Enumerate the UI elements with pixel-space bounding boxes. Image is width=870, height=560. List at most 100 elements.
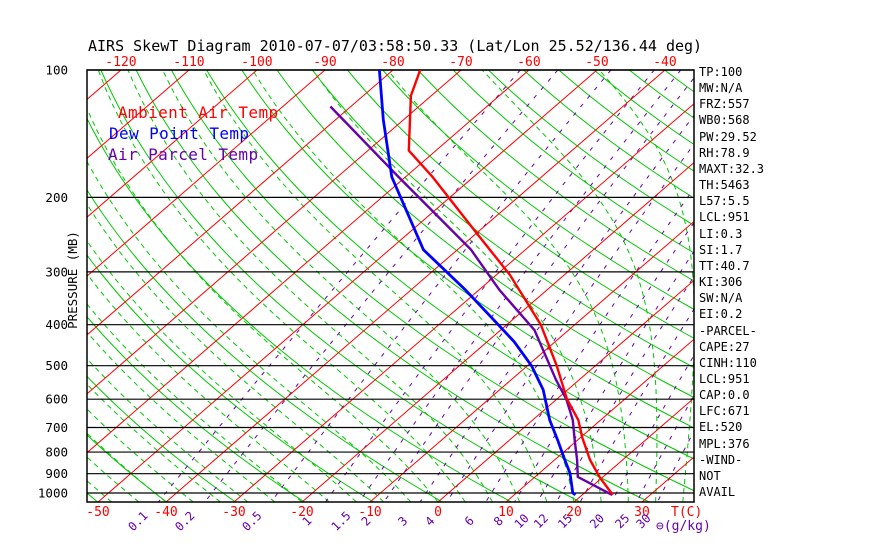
dry-adiabat-line: [87, 254, 374, 502]
panel-line: LI:0.3: [699, 226, 743, 241]
panel-line: L57:5.5: [699, 194, 750, 209]
panel-line: CAP:0.0: [699, 388, 750, 403]
isotherm-line: [87, 70, 190, 159]
isotherm-line: [437, 279, 694, 502]
mixing-ratio-line: [325, 70, 655, 502]
moist-adiabat-line: [203, 70, 548, 502]
mixing-ratio-line: [383, 77, 694, 502]
top-axis-tick: -100: [241, 55, 272, 70]
dry-adiabat-line: [452, 70, 694, 254]
mixing-ratio-unit-label: ⊖(g/kg): [656, 519, 711, 534]
dry-adiabat-line: [87, 492, 98, 502]
bottom-axis-tick: 0: [434, 505, 442, 520]
pressure-tick-label: 900: [45, 466, 68, 481]
dry-adiabat-line: [523, 70, 694, 199]
mixing-ratio-label: 1.5: [328, 509, 353, 534]
top-axis-tick: -40: [653, 55, 676, 70]
top-axis-tick: -120: [105, 55, 136, 70]
moist-adiabat-line: [87, 383, 221, 502]
isotherm-line: [87, 70, 530, 454]
top-axis-tick: -70: [449, 55, 472, 70]
mixing-ratio-label: 20: [587, 511, 607, 531]
top-axis-tick: -80: [381, 55, 404, 70]
isotherm-line: [233, 103, 694, 502]
dry-adiabat-line: [87, 117, 512, 502]
dry-adiabat-line: [87, 315, 305, 502]
pressure-tick-label: 300: [45, 264, 68, 279]
panel-line: FRZ:557: [699, 97, 750, 112]
panel-line: TH:5463: [699, 178, 750, 193]
panel-line: LCL:951: [699, 371, 750, 386]
panel-line: CAPE:27: [699, 339, 750, 354]
bottom-axis-tick: -50: [86, 505, 109, 520]
moist-adiabat-line: [87, 107, 439, 502]
pressure-tick-label: 800: [45, 445, 68, 460]
dry-adiabat-line: [135, 70, 650, 502]
isotherm-line: [87, 70, 258, 218]
mixing-ratio-line: [270, 70, 612, 502]
isotherm-line: [87, 70, 122, 101]
moist-adiabat-line: [481, 70, 658, 502]
moist-adiabat-line: [87, 358, 248, 502]
air-parcel-temp-curve: [329, 105, 613, 496]
plot-border: [86, 69, 695, 503]
legend-ambient-air-temp: Ambient Air Temp: [118, 103, 279, 122]
panel-line: LCL:951: [699, 210, 750, 225]
dry-adiabat-line: [276, 70, 694, 398]
dry-adiabat-line: [347, 70, 694, 339]
pressure-tick-label: 1000: [38, 486, 68, 501]
sounding-curves: [329, 70, 614, 497]
mixing-ratio-label: 6: [462, 514, 477, 529]
isotherm-line: [505, 338, 694, 502]
panel-line: AVAIL: [699, 485, 736, 500]
dry-adiabat-line: [593, 70, 694, 146]
isotherm-line: [165, 70, 666, 502]
moist-adiabat-line: [387, 70, 629, 502]
top-axis-tick: -90: [313, 55, 336, 70]
panel-line: EI:0.2: [699, 307, 743, 322]
moist-adiabat-line: [97, 70, 466, 502]
panel-line: SW:N/A: [699, 291, 743, 306]
pressure-tick-label: 200: [45, 190, 68, 205]
mixing-ratio-line: [419, 114, 694, 502]
panel-line: -WIND-: [699, 452, 743, 467]
dry-adiabat-line: [417, 70, 694, 282]
pressure-axis-title: PRESSURE (MB): [65, 231, 80, 329]
moist-adiabat-line: [87, 456, 140, 502]
moist-adiabat-line: [87, 432, 167, 502]
isotherm-line: [0, 70, 53, 502]
mixing-ratio-label: 25: [612, 511, 632, 531]
ambient-air-temp-curve: [407, 70, 614, 496]
bottom-axis-tick: 10: [498, 505, 514, 520]
panel-line: KI:306: [699, 275, 743, 290]
mixing-ratio-label: 0.1: [125, 509, 150, 534]
pressure-tick-label: 100: [45, 63, 68, 78]
legend-air-parcel-temp: Air Parcel Temp: [108, 145, 259, 164]
panel-line: TP:100: [699, 65, 743, 79]
moist-adiabat-line: [87, 203, 384, 502]
chart-title: AIRS SkewT Diagram 2010-07-07/03:58:50.3…: [88, 37, 703, 55]
isotherm-line: [369, 220, 694, 502]
dry-adiabat-line: [87, 375, 236, 502]
mixing-ratio-label: 3: [395, 514, 410, 529]
dry-adiabat-line: [558, 70, 694, 172]
panel-line: NOT: [699, 468, 721, 483]
bottom-axis-tick: -10: [358, 505, 381, 520]
panel-line: -PARCEL-: [699, 323, 757, 338]
dry-adiabat-line: [100, 70, 581, 502]
top-axis-tick: -50: [585, 55, 608, 70]
moist-adiabat-line: [599, 70, 694, 502]
dry-adiabat-line: [311, 70, 694, 369]
mixing-ratio-label: 10: [512, 511, 532, 531]
panel-line: TT:40.7: [699, 258, 750, 273]
legend-dew-point-temp: Dew Point Temp: [109, 124, 250, 143]
panel-line: LFC:671: [699, 404, 750, 419]
pressure-tick-label: 500: [45, 358, 68, 373]
moist-adiabat-line: [252, 70, 575, 502]
panel-line: MW:N/A: [699, 81, 743, 96]
top-axis-tick: -110: [173, 55, 204, 70]
mixing-ratio-line: [485, 187, 694, 502]
panel-line: PW:29.52: [699, 129, 757, 144]
